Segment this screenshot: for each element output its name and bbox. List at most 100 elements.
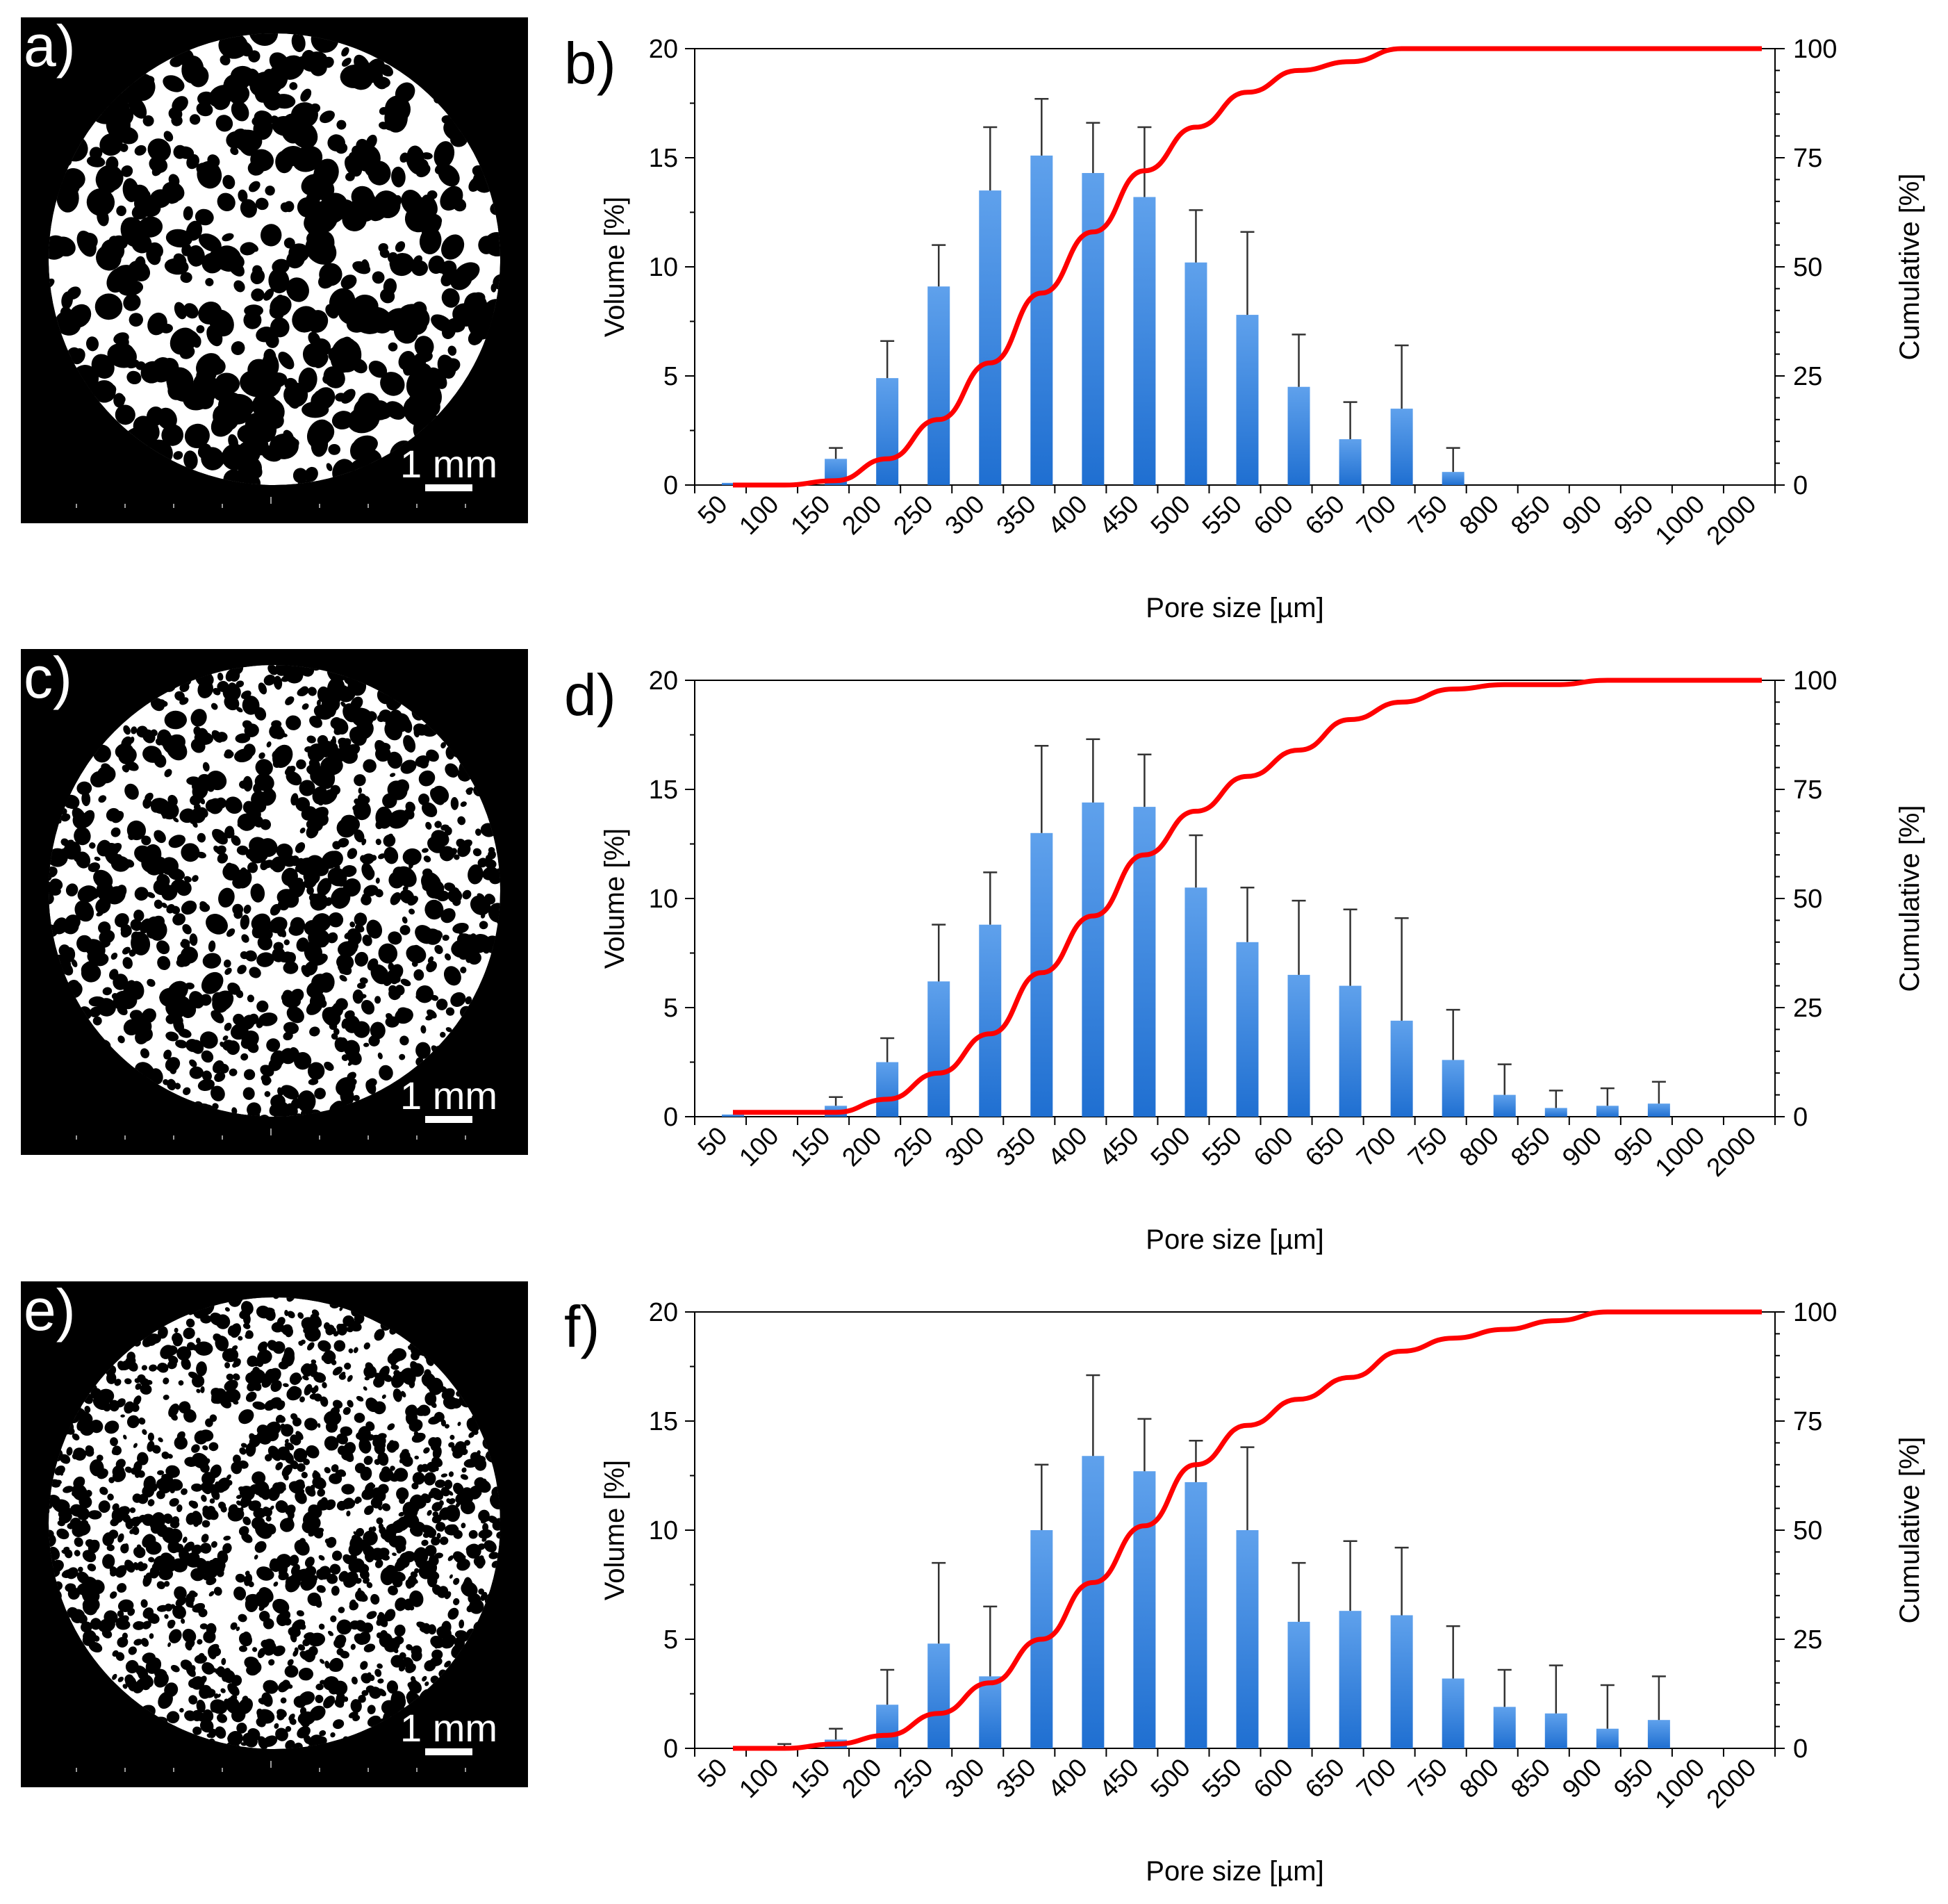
x-tick-label: 400 — [1042, 1122, 1093, 1172]
x-tick-label: 450 — [1093, 1122, 1144, 1172]
x-tick-label: 200 — [836, 1753, 887, 1804]
bar — [1339, 985, 1362, 1117]
x-tick-label: 650 — [1300, 1753, 1351, 1804]
bar — [979, 190, 1002, 485]
x-tick-label: 900 — [1557, 1122, 1608, 1172]
x-tick-label: 2000 — [1701, 1122, 1761, 1182]
bar — [927, 981, 950, 1117]
x-tick-label: 100 — [734, 1753, 784, 1804]
bar — [1390, 1020, 1413, 1117]
y2-tick-label: 0 — [1793, 1734, 1808, 1764]
x-tick-label: 450 — [1093, 490, 1144, 541]
foam-cross-section — [49, 1297, 500, 1749]
bar — [876, 1062, 899, 1117]
x-tick-label: 500 — [1145, 1122, 1196, 1172]
x-tick-label: 450 — [1093, 1753, 1144, 1804]
panel-letter: a) — [24, 13, 76, 79]
y2-tick-label: 75 — [1793, 144, 1822, 173]
panel-letter: b) — [564, 31, 616, 96]
x-tick-label: 350 — [991, 490, 1041, 541]
bar — [1236, 942, 1259, 1117]
panel-letter: c) — [24, 645, 72, 710]
image-panel-e: 1 mm e) — [21, 1277, 528, 1787]
y2-tick-label: 50 — [1793, 253, 1822, 282]
y2-tick-label: 100 — [1793, 1298, 1837, 1327]
y-tick-label: 15 — [649, 1407, 678, 1436]
bar — [1647, 1103, 1670, 1117]
x-tick-label: 2000 — [1701, 490, 1761, 550]
x-tick-label: 850 — [1505, 490, 1556, 541]
x-tick-label: 700 — [1351, 1753, 1402, 1804]
x-tick-label: 350 — [991, 1753, 1041, 1804]
y-tick-label: 5 — [663, 362, 678, 391]
scale-bar — [425, 1116, 472, 1123]
y-axis-title: Volume [%] — [600, 1460, 630, 1600]
y-tick-label: 15 — [649, 144, 678, 173]
y2-axis-title: Cumulative [%] — [1895, 1437, 1925, 1624]
x-tick-label: 300 — [939, 1753, 990, 1804]
bar — [876, 378, 899, 485]
x-tick-label: 750 — [1403, 1753, 1453, 1804]
bar — [1544, 1713, 1567, 1748]
bar — [979, 924, 1002, 1117]
x-tick-label: 1000 — [1649, 1753, 1710, 1814]
plot-frame — [694, 48, 1776, 486]
y2-tick-label: 25 — [1793, 994, 1822, 1023]
bar — [1544, 1108, 1567, 1117]
y2-tick-label: 25 — [1793, 1625, 1822, 1655]
panel-letter: e) — [24, 1277, 76, 1343]
y2-tick-label: 50 — [1793, 1516, 1822, 1545]
bar — [1030, 155, 1053, 486]
bar — [1647, 1720, 1670, 1748]
y2-tick-label: 0 — [1793, 1103, 1808, 1132]
bar — [1339, 1611, 1362, 1748]
bar — [1596, 1106, 1619, 1117]
bar — [1390, 1615, 1413, 1748]
x-tick-label: 850 — [1505, 1122, 1556, 1172]
y-tick-label: 0 — [663, 1734, 678, 1764]
bar — [1442, 1678, 1464, 1748]
bar — [1185, 262, 1207, 485]
x-axis-title: Pore size [µm] — [1146, 1224, 1323, 1255]
bar — [1185, 1482, 1207, 1748]
x-tick-label: 50 — [693, 1753, 733, 1794]
x-tick-label: 800 — [1454, 1122, 1505, 1172]
bar — [927, 286, 950, 485]
y-tick-label: 15 — [649, 775, 678, 805]
x-tick-label: 500 — [1145, 1753, 1196, 1804]
y-tick-label: 5 — [663, 994, 678, 1023]
x-tick-label: 1000 — [1649, 490, 1710, 550]
bar — [1236, 1530, 1259, 1748]
image-panel-a: 1 mm a) — [21, 13, 528, 523]
x-tick-label: 150 — [785, 1753, 836, 1804]
cumulative-line — [733, 678, 1762, 1115]
bar — [876, 1705, 899, 1748]
x-tick-label: 150 — [785, 490, 836, 541]
bar — [1339, 439, 1362, 485]
bar — [1596, 1728, 1619, 1748]
x-tick-label: 200 — [836, 490, 887, 541]
bar — [1287, 974, 1310, 1117]
x-axis-title: Pore size [µm] — [1146, 1856, 1323, 1887]
x-tick-label: 50 — [693, 1122, 733, 1162]
x-tick-label: 250 — [888, 1122, 939, 1172]
y2-tick-label: 100 — [1793, 35, 1837, 64]
x-tick-label: 200 — [836, 1122, 887, 1172]
cumulative-line — [733, 1309, 1762, 1751]
x-tick-label: 100 — [734, 490, 784, 541]
bar — [1493, 1707, 1516, 1748]
scale-bar-label: 1 mm — [400, 1074, 497, 1117]
image-panel-c: 1 mm c) — [21, 645, 528, 1155]
bar — [1082, 802, 1105, 1117]
x-tick-label: 400 — [1042, 1753, 1093, 1804]
x-tick-label: 900 — [1557, 490, 1608, 541]
bar — [1185, 887, 1207, 1117]
y-tick-label: 10 — [649, 885, 678, 914]
x-tick-label: 250 — [888, 490, 939, 541]
bar — [1082, 1456, 1105, 1748]
y2-tick-label: 0 — [1793, 471, 1808, 500]
panel-letter: d) — [564, 662, 616, 728]
y2-tick-label: 50 — [1793, 885, 1822, 914]
